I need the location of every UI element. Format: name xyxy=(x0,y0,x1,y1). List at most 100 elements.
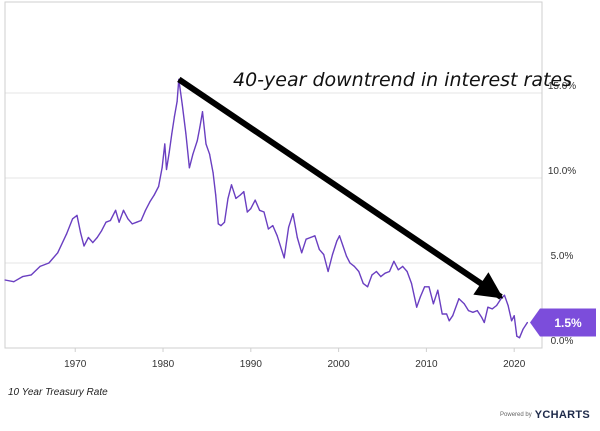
data-point xyxy=(230,184,233,186)
data-point xyxy=(243,191,245,193)
data-point xyxy=(48,262,50,264)
data-point xyxy=(92,242,94,244)
data-point xyxy=(503,294,506,296)
data-point xyxy=(196,140,198,142)
data-point xyxy=(101,230,103,232)
data-point xyxy=(318,248,320,250)
data-point xyxy=(437,289,439,291)
data-point xyxy=(205,143,207,145)
data-point xyxy=(296,236,298,239)
data-point xyxy=(131,223,133,225)
data-point xyxy=(65,233,68,235)
data-point xyxy=(424,286,426,288)
data-point xyxy=(280,248,283,250)
data-point xyxy=(496,304,498,307)
data-point xyxy=(513,315,515,317)
data-point xyxy=(432,303,434,305)
data-point xyxy=(518,337,521,339)
data-point xyxy=(199,126,201,128)
data-point xyxy=(127,218,129,220)
data-point xyxy=(353,265,355,267)
series-legend-label: 10 Year Treasury Rate xyxy=(8,387,108,398)
data-point xyxy=(402,265,404,267)
x-axis-ticks: 1970 1980 1990 2000 2010 2020 xyxy=(64,348,526,370)
data-point xyxy=(109,219,111,222)
data-point xyxy=(367,286,369,288)
data-point xyxy=(87,236,89,239)
data-point xyxy=(105,221,107,223)
data-point xyxy=(246,211,248,213)
data-point xyxy=(161,167,163,169)
data-point xyxy=(476,310,478,312)
data-point xyxy=(171,133,173,135)
data-point xyxy=(467,310,470,312)
data-point xyxy=(176,100,178,103)
data-point xyxy=(371,274,373,276)
y-tick-label: 10.0% xyxy=(548,166,576,177)
data-point xyxy=(375,270,377,273)
data-point xyxy=(164,143,166,145)
powered-by-text: Powered by xyxy=(500,412,532,418)
data-point xyxy=(491,308,493,310)
data-point xyxy=(201,111,204,113)
grid-lines xyxy=(5,92,542,349)
data-point xyxy=(301,252,303,254)
data-point xyxy=(507,304,509,307)
data-point xyxy=(428,286,430,288)
data-point xyxy=(13,281,15,283)
data-point xyxy=(188,167,190,169)
data-point xyxy=(458,298,460,300)
data-point xyxy=(283,257,285,259)
data-point xyxy=(448,320,450,322)
data-point xyxy=(397,269,399,271)
data-point xyxy=(358,270,360,273)
badge-label: 1.5% xyxy=(554,316,582,330)
data-point xyxy=(483,321,485,324)
data-point xyxy=(192,153,194,155)
data-point xyxy=(452,315,454,317)
data-point xyxy=(30,274,32,276)
data-point xyxy=(153,194,155,196)
data-point xyxy=(223,221,226,223)
data-point xyxy=(215,194,217,196)
data-point xyxy=(272,225,274,227)
data-point xyxy=(165,168,168,171)
data-point xyxy=(388,270,391,273)
data-point xyxy=(263,211,265,213)
ycharts-logo: YCHARTS xyxy=(534,409,590,421)
data-point xyxy=(79,231,82,233)
data-point xyxy=(522,328,524,330)
powered-by-ycharts-logo: Powered by YCHARTS xyxy=(500,409,590,421)
annotation-layer: 40-year downtrend in interest rates xyxy=(177,69,572,300)
y-tick-label: 5.0% xyxy=(551,251,574,262)
data-point xyxy=(72,218,74,220)
data-point xyxy=(122,209,125,211)
data-point xyxy=(118,221,120,223)
data-point xyxy=(217,223,219,225)
data-point xyxy=(309,236,312,239)
data-point xyxy=(4,279,6,281)
x-tick-label: 1990 xyxy=(240,359,263,370)
x-tick-label: 1980 xyxy=(152,359,175,370)
data-point xyxy=(250,208,252,210)
data-point xyxy=(410,282,413,284)
data-point xyxy=(259,209,261,211)
data-point xyxy=(83,245,85,247)
data-point xyxy=(96,236,98,239)
data-point xyxy=(380,276,382,278)
plot-border xyxy=(4,1,543,349)
data-point xyxy=(254,199,256,201)
data-point xyxy=(419,296,421,298)
data-point xyxy=(526,321,529,324)
data-point xyxy=(288,226,290,228)
data-point xyxy=(336,240,338,242)
series-line xyxy=(4,78,528,339)
data-point xyxy=(239,194,241,196)
data-point xyxy=(173,116,175,118)
data-point xyxy=(227,197,229,199)
data-point xyxy=(39,265,41,267)
data-point xyxy=(276,235,278,237)
data-point xyxy=(57,252,59,254)
data-point xyxy=(144,209,147,211)
